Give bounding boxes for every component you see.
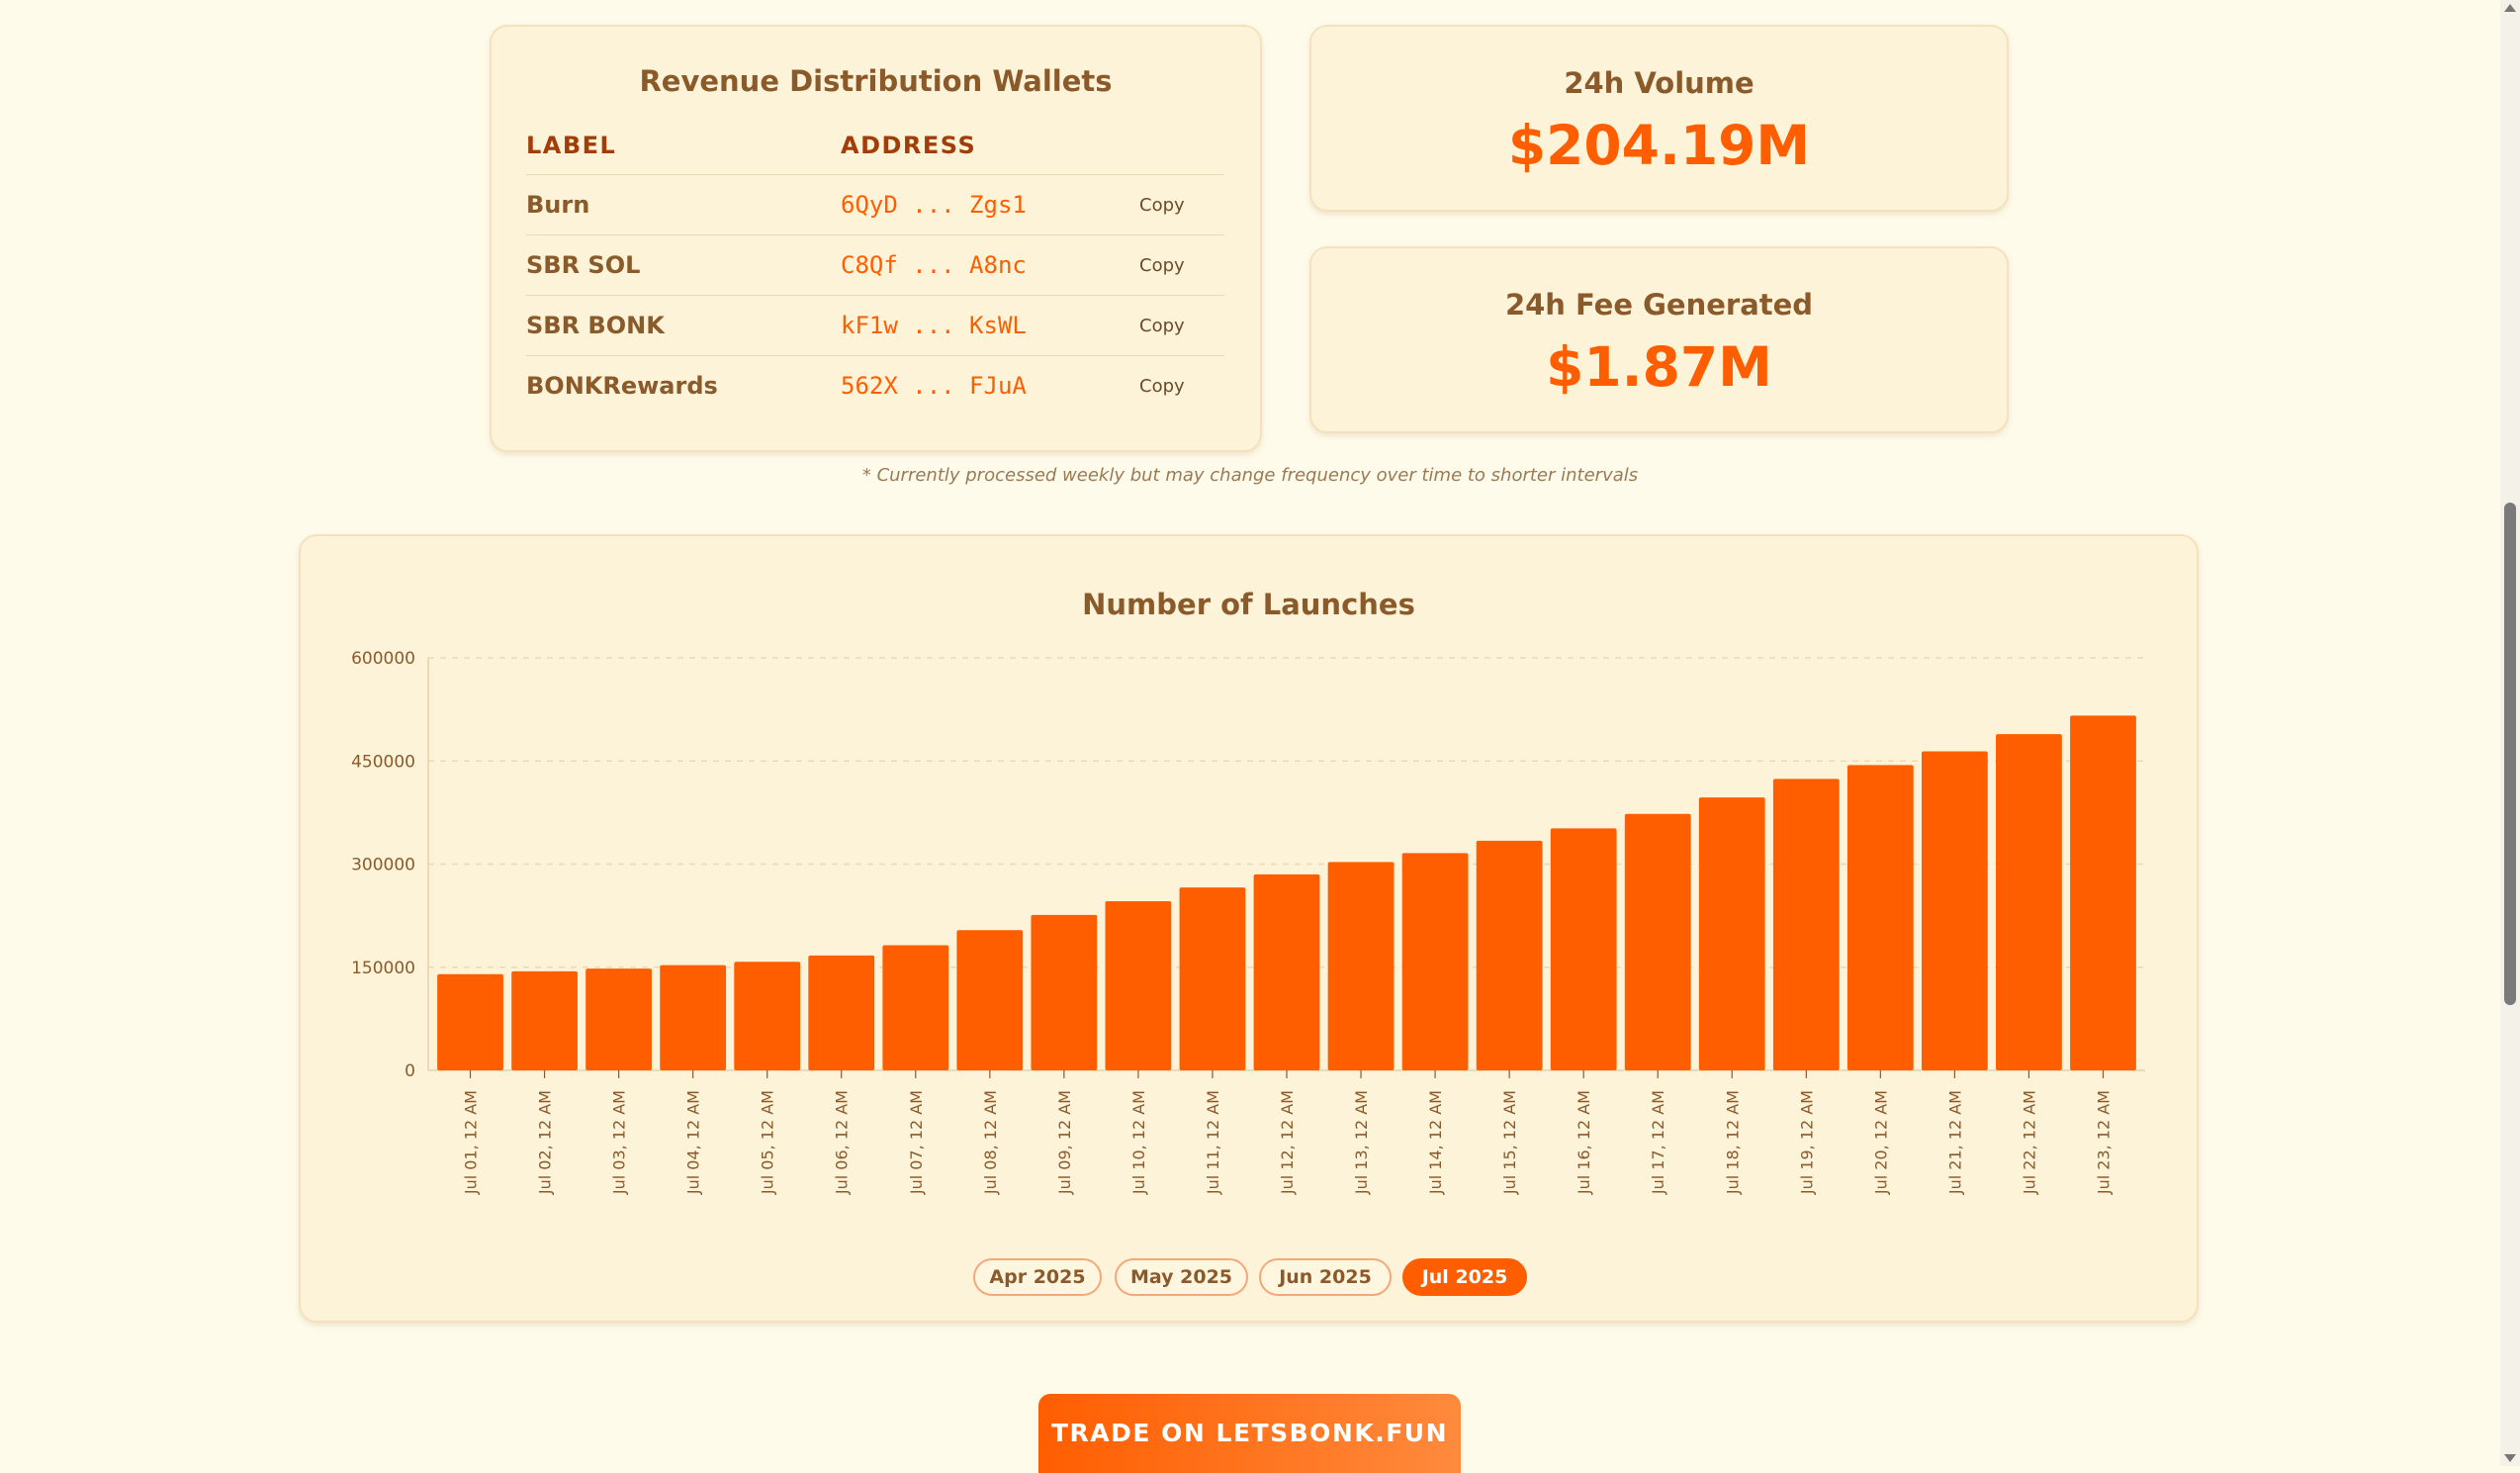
- x-tick-label: Jul 18, 12 AM: [1723, 1090, 1742, 1195]
- wallet-address: kF1w ... KsWL: [841, 312, 1027, 339]
- wallet-address: 6QyD ... Zgs1: [841, 191, 1027, 219]
- month-pill-jun-2025[interactable]: Jun 2025: [1259, 1258, 1392, 1296]
- scroll-thumb[interactable]: [2504, 503, 2516, 1005]
- bar: [1327, 862, 1395, 1070]
- bar: [1772, 779, 1840, 1070]
- copy-button[interactable]: Copy: [1139, 316, 1185, 336]
- bar: [1401, 853, 1469, 1070]
- copy-button[interactable]: Copy: [1139, 195, 1185, 216]
- x-tick-label: Jul 08, 12 AM: [981, 1090, 1000, 1195]
- bar: [511, 970, 578, 1070]
- wallets-title: Revenue Distribution Wallets: [639, 64, 1113, 98]
- x-tick-label: Jul 17, 12 AM: [1649, 1090, 1667, 1195]
- scrollbar[interactable]: [2500, 0, 2520, 1466]
- x-tick-label: Jul 03, 12 AM: [610, 1090, 629, 1195]
- bar: [808, 955, 875, 1070]
- bar: [1996, 734, 2062, 1070]
- x-tick-label: Jul 14, 12 AM: [1426, 1090, 1445, 1195]
- revenue-wallets-card: Revenue Distribution Wallets LABEL ADDRE…: [490, 25, 1262, 452]
- fee-value: $1.87M: [1546, 335, 1772, 399]
- launches-bar-chart: 0 150000 300000 450000 600000 Jul 01, 12 AM Ju…: [351, 649, 2145, 1195]
- wallet-address: C8Qf ... A8nc: [841, 251, 1027, 279]
- x-tick-label: Jul 07, 12 AM: [907, 1090, 926, 1195]
- wallet-label: SBR BONK: [526, 312, 665, 339]
- bar: [734, 962, 801, 1070]
- trade-button[interactable]: TRADE ON LETSBONK.FUN: [1038, 1394, 1461, 1473]
- bar: [1179, 887, 1246, 1070]
- y-tick-label: 300000: [351, 856, 415, 875]
- x-tick-label: Jul 22, 12 AM: [2020, 1090, 2038, 1195]
- volume-card: 24h Volume $204.19M: [1309, 25, 2009, 212]
- volume-value: $204.19M: [1507, 114, 1811, 177]
- copy-button[interactable]: Copy: [1139, 255, 1185, 276]
- launches-chart-card: Number of Launches 0 150000 300000 450000 60…: [299, 534, 2199, 1323]
- month-pill-apr-2025[interactable]: Apr 2025: [973, 1258, 1102, 1296]
- x-tick-label: Jul 13, 12 AM: [1352, 1090, 1371, 1195]
- x-tick-label: Jul 04, 12 AM: [684, 1090, 703, 1195]
- bar: [1105, 901, 1172, 1070]
- x-tick-label: Jul 09, 12 AM: [1055, 1090, 1074, 1195]
- x-tick-label: Jul 02, 12 AM: [536, 1090, 555, 1195]
- bar: [956, 930, 1024, 1070]
- x-tick-label: Jul 21, 12 AM: [1945, 1090, 1964, 1195]
- bar: [1698, 797, 1765, 1070]
- bar: [2070, 715, 2136, 1070]
- x-tick-label: Jul 11, 12 AM: [1204, 1090, 1222, 1195]
- bar: [660, 965, 727, 1070]
- wallet-address: 562X ... FJuA: [841, 372, 1027, 400]
- address-column-header: ADDRESS: [841, 132, 977, 159]
- bar: [882, 945, 949, 1070]
- y-tick-label: 450000: [351, 752, 415, 772]
- bar: [1846, 765, 1914, 1070]
- bar: [1253, 874, 1320, 1070]
- fee-card: 24h Fee Generated $1.87M: [1309, 246, 2009, 433]
- bar: [1476, 840, 1543, 1070]
- x-tick-label: Jul 15, 12 AM: [1500, 1090, 1519, 1195]
- scroll-down-arrow-icon[interactable]: [2504, 1454, 2516, 1462]
- x-tick-label: Jul 23, 12 AM: [2094, 1090, 2113, 1195]
- bar: [1624, 813, 1691, 1070]
- x-tick-label: Jul 05, 12 AM: [759, 1090, 777, 1195]
- y-tick-label: 150000: [351, 959, 415, 978]
- x-tick-label: Jul 20, 12 AM: [1871, 1090, 1890, 1195]
- wallet-label: BONKRewards: [526, 372, 718, 400]
- wallet-row: SBR SOL C8Qf ... A8nc Copy: [526, 234, 1224, 296]
- wallet-row: SBR BONK kF1w ... KsWL Copy: [526, 295, 1224, 356]
- x-tick-label: Jul 16, 12 AM: [1575, 1090, 1593, 1195]
- bar: [585, 968, 653, 1070]
- wallet-label: Burn: [526, 191, 590, 219]
- fee-label: 24h Fee Generated: [1504, 288, 1814, 322]
- x-tick-label: Jul 01, 12 AM: [462, 1090, 481, 1195]
- bar: [437, 973, 503, 1070]
- wallet-row: Burn 6QyD ... Zgs1 Copy: [526, 174, 1224, 235]
- month-pill-jul-2025[interactable]: Jul 2025: [1402, 1258, 1527, 1296]
- copy-button[interactable]: Copy: [1139, 376, 1185, 397]
- x-tick-label: Jul 19, 12 AM: [1797, 1090, 1816, 1195]
- label-column-header: LABEL: [526, 132, 617, 159]
- volume-label: 24h Volume: [1564, 66, 1755, 100]
- wallet-row: BONKRewards 562X ... FJuA Copy: [526, 355, 1224, 416]
- chart-title: Number of Launches: [1082, 588, 1415, 621]
- wallet-label: SBR SOL: [526, 251, 641, 279]
- y-tick-label: 0: [405, 1061, 415, 1081]
- scroll-up-arrow-icon[interactable]: [2504, 4, 2516, 12]
- x-tick-label: Jul 06, 12 AM: [833, 1090, 852, 1195]
- x-tick-label: Jul 10, 12 AM: [1129, 1090, 1148, 1195]
- footnote: * Currently processed weekly but may cha…: [861, 465, 1639, 486]
- month-pill-may-2025[interactable]: May 2025: [1115, 1258, 1248, 1296]
- bar: [1031, 914, 1098, 1070]
- bar: [1921, 751, 1988, 1070]
- x-tick-label: Jul 12, 12 AM: [1278, 1090, 1297, 1195]
- bar: [1550, 828, 1617, 1070]
- y-tick-label: 600000: [351, 649, 415, 669]
